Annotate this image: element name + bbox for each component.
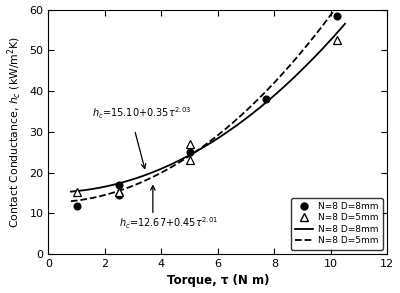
X-axis label: Torque, τ (N m): Torque, τ (N m) (166, 275, 269, 287)
Text: $h_c$=15.10+0.35$\tau^{2.03}$: $h_c$=15.10+0.35$\tau^{2.03}$ (92, 106, 191, 121)
Text: $h_c$=12.67+0.45$\tau^{2.01}$: $h_c$=12.67+0.45$\tau^{2.01}$ (119, 216, 218, 231)
Legend: N=8 D=8mm, N=8 D=5mm, N=8 D=8mm, N=8 D=5mm: N=8 D=8mm, N=8 D=5mm, N=8 D=8mm, N=8 D=5… (291, 198, 383, 250)
Y-axis label: Contact Conductance, $h_c$ (kW/m$^2$K): Contact Conductance, $h_c$ (kW/m$^2$K) (6, 36, 24, 228)
